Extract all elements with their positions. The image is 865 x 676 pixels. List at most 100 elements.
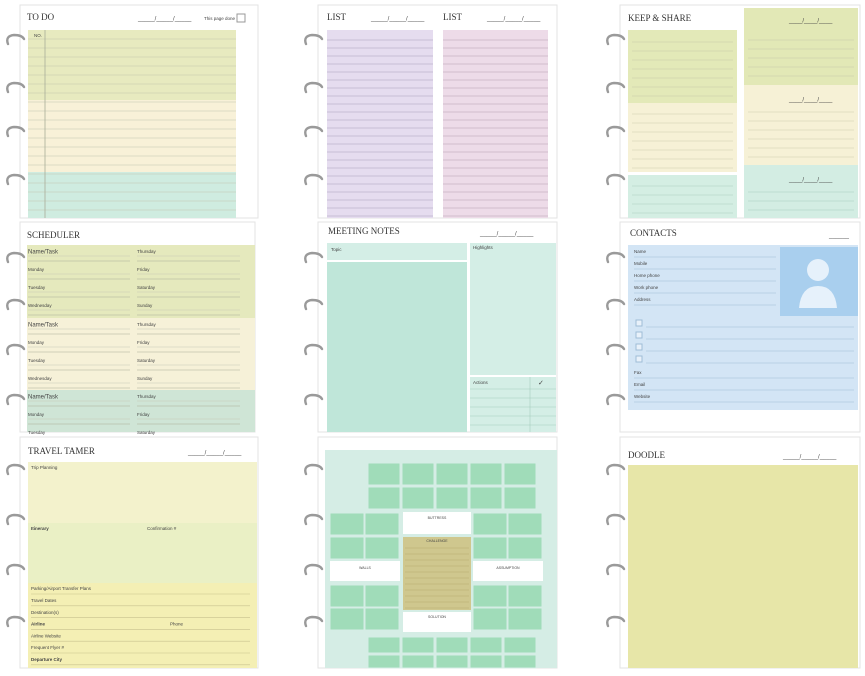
ring-hook xyxy=(304,463,324,476)
tile xyxy=(469,636,503,654)
label: Phone xyxy=(170,622,184,627)
tile xyxy=(435,462,469,486)
checkbox xyxy=(635,319,643,327)
label: Actions xyxy=(473,380,489,385)
area xyxy=(27,245,255,318)
label: Parking/Airport Transfer Plans xyxy=(31,586,92,591)
checkbox xyxy=(635,355,643,363)
ring-hook xyxy=(304,81,324,94)
label: Thursday xyxy=(137,249,157,254)
ring-hook xyxy=(606,615,626,628)
area xyxy=(28,100,236,172)
tile xyxy=(367,654,401,669)
area xyxy=(27,390,255,432)
label: _____/_____/_____ xyxy=(137,17,192,23)
tile xyxy=(503,486,537,510)
area xyxy=(470,377,556,432)
label: Wednesday xyxy=(28,376,52,381)
ring-hook xyxy=(6,343,26,356)
ring-hook xyxy=(304,343,324,356)
ring-hook xyxy=(304,393,324,406)
ring-hook xyxy=(304,615,324,628)
area xyxy=(28,583,257,668)
tile xyxy=(364,584,400,608)
label: _____/_____/_____ xyxy=(486,17,541,23)
label: Fax xyxy=(634,370,642,375)
page-title: TRAVEL TAMER xyxy=(28,446,95,456)
ring-hook xyxy=(304,125,324,138)
ring-hook xyxy=(606,393,626,406)
label: Confirmation # xyxy=(147,526,177,531)
label: Home phone xyxy=(634,273,660,278)
label: ASSUMPTION xyxy=(496,566,520,570)
page-title: SCHEDULER xyxy=(27,230,80,240)
ring-hook xyxy=(6,125,26,138)
ring-hook xyxy=(606,298,626,311)
avatar-head xyxy=(807,259,829,281)
label-box xyxy=(403,512,471,534)
area xyxy=(443,30,548,218)
ring-hook xyxy=(606,343,626,356)
ring-hook xyxy=(6,298,26,311)
label-box xyxy=(403,612,471,632)
ring-hook xyxy=(606,563,626,576)
label: Departure City xyxy=(31,657,63,662)
page-title: TO DO xyxy=(27,12,55,22)
tile xyxy=(401,636,435,654)
page-title: KEEP & SHARE xyxy=(628,13,692,23)
label: Airline Website xyxy=(31,633,61,638)
label: Monday xyxy=(28,340,45,345)
tile xyxy=(503,462,537,486)
ring-hook xyxy=(6,81,26,94)
area xyxy=(628,103,737,172)
tile xyxy=(435,636,469,654)
label: Email xyxy=(634,382,645,387)
label: ____/____/____ xyxy=(788,178,833,184)
area xyxy=(327,30,433,218)
label: Name xyxy=(634,249,647,254)
ring-hook xyxy=(6,393,26,406)
ring-hook xyxy=(606,251,626,264)
ring-hook xyxy=(304,173,324,186)
label: Friday xyxy=(137,340,150,345)
label: Tuesday xyxy=(28,285,46,290)
page-title: DOODLE xyxy=(628,450,665,460)
tile xyxy=(472,584,508,608)
label: Name/Task xyxy=(28,250,59,256)
page-title: MEETING NOTES xyxy=(328,226,400,236)
label: Thursday xyxy=(137,322,157,327)
tile xyxy=(472,607,508,631)
ring-hook xyxy=(606,463,626,476)
ring-hook xyxy=(6,615,26,628)
label: Highlights xyxy=(473,245,494,250)
ring-hook xyxy=(6,173,26,186)
label: Tuesday xyxy=(28,358,46,363)
ring-hook xyxy=(304,513,324,526)
checkbox xyxy=(236,13,246,23)
label: Destination(s) xyxy=(31,610,59,615)
tile xyxy=(435,486,469,510)
ring-hook xyxy=(606,33,626,46)
label: Travel Dates xyxy=(31,598,57,603)
tile xyxy=(329,584,365,608)
label: Address xyxy=(634,297,651,302)
tile xyxy=(503,636,537,654)
label: Monday xyxy=(28,412,45,417)
tile xyxy=(364,607,400,631)
label: Thursday xyxy=(137,394,157,399)
label: _____/_____/_____ xyxy=(187,451,242,457)
tile xyxy=(507,512,543,536)
ring-hook xyxy=(606,173,626,186)
label: Name/Task xyxy=(28,395,59,401)
tile xyxy=(469,654,503,669)
label: CHALLENGE xyxy=(426,539,448,543)
tile xyxy=(469,462,503,486)
ring-hook xyxy=(606,513,626,526)
tile xyxy=(507,607,543,631)
label: Topic xyxy=(331,247,342,252)
tile xyxy=(364,536,400,560)
ring-hook xyxy=(6,463,26,476)
label: Sunday xyxy=(137,303,153,308)
